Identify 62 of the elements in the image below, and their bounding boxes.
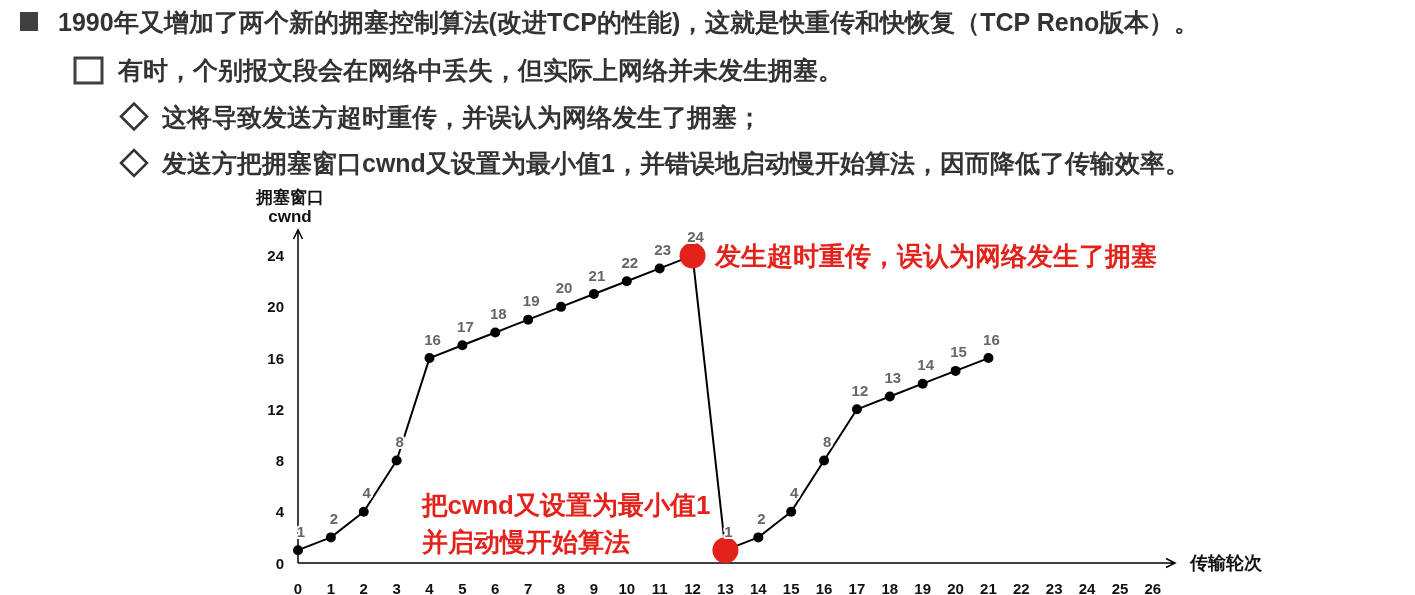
- x-tick: 22: [1013, 579, 1030, 595]
- data-label: 16: [983, 330, 1000, 348]
- x-tick: 26: [1144, 579, 1162, 595]
- x-tick: 3: [392, 579, 401, 595]
- annotation: 发生超时重传，误认为网络发生了拥塞: [714, 240, 1157, 271]
- ylabel: 拥塞窗口 cwnd: [256, 187, 324, 226]
- x-tick: 17: [848, 579, 866, 595]
- x-tick: 19: [914, 579, 932, 595]
- y-tick: 8: [275, 452, 284, 470]
- x-tick: 13: [717, 579, 734, 595]
- data-label: 22: [621, 253, 639, 271]
- x-tick: 11: [651, 579, 668, 595]
- data-label: 2: [757, 509, 766, 527]
- y-tick: 12: [267, 400, 284, 418]
- data-label: 8: [822, 433, 832, 451]
- title: 1990年又增加了两个新的拥塞控制算法(改进TCP的性能)，这就是快重传和快恢复（TCP Reno版本）。: [58, 8, 1200, 36]
- data-label: 21: [588, 266, 606, 284]
- data-label: 13: [884, 369, 902, 386]
- data-label: 4: [362, 484, 371, 502]
- x-tick: 6: [491, 579, 500, 595]
- y-tick: 24: [267, 247, 284, 265]
- x-tick: 25: [1111, 579, 1129, 595]
- x-tick: 20: [947, 579, 964, 595]
- data-label: 12: [851, 381, 869, 399]
- data-label: 23: [654, 240, 671, 258]
- xlabel: 传输轮次: [1190, 553, 1262, 573]
- x-tick: 21: [980, 579, 997, 595]
- x-tick: 9: [589, 579, 599, 595]
- y-tick: 0: [275, 554, 284, 572]
- annotation: 把cwnd又设置为最小值1 并启动慢开始算法: [421, 490, 711, 558]
- data-label: 24: [687, 228, 704, 246]
- data-label: 1: [724, 522, 733, 540]
- x-tick: 16: [815, 579, 833, 595]
- subtitle: 有时，个别报文段会在网络中丢失，但实际上网络并未发生拥塞。: [118, 56, 843, 84]
- x-tick: 4: [425, 579, 434, 595]
- x-tick: 10: [618, 579, 636, 595]
- x-tick: 7: [524, 579, 533, 595]
- y-tick: 16: [267, 349, 284, 367]
- y-tick: 20: [267, 298, 284, 316]
- y-tick: 4: [275, 503, 284, 521]
- x-tick: 1: [326, 579, 336, 595]
- note: 发送方把拥塞窗口cwnd又设置为最小值1，并错误地启动慢开始算法，因而降低了传输效率。: [162, 149, 1190, 177]
- x-tick: 14: [749, 579, 767, 595]
- data-label: 15: [950, 343, 967, 361]
- x-tick: 24: [1078, 579, 1096, 595]
- x-tick: 18: [881, 579, 899, 595]
- data-label: 20: [555, 279, 573, 297]
- x-tick: 12: [684, 579, 701, 595]
- x-tick: 5: [458, 579, 467, 595]
- x-tick: 2: [359, 579, 368, 595]
- note: 这将导致发送方超时重传，并误认为网络发生了拥塞；: [162, 102, 762, 131]
- x-tick: 0: [293, 579, 303, 595]
- data-label: 19: [522, 292, 540, 310]
- x-tick: 15: [782, 579, 800, 595]
- data-label: 4: [790, 484, 799, 502]
- x-tick: 8: [556, 579, 566, 595]
- data-label: 2: [329, 509, 339, 527]
- x-tick: 23: [1045, 579, 1063, 595]
- data-label: 16: [424, 330, 441, 348]
- data-label: 14: [917, 356, 935, 374]
- data-label: 18: [489, 304, 507, 322]
- data-label: 17: [457, 317, 474, 335]
